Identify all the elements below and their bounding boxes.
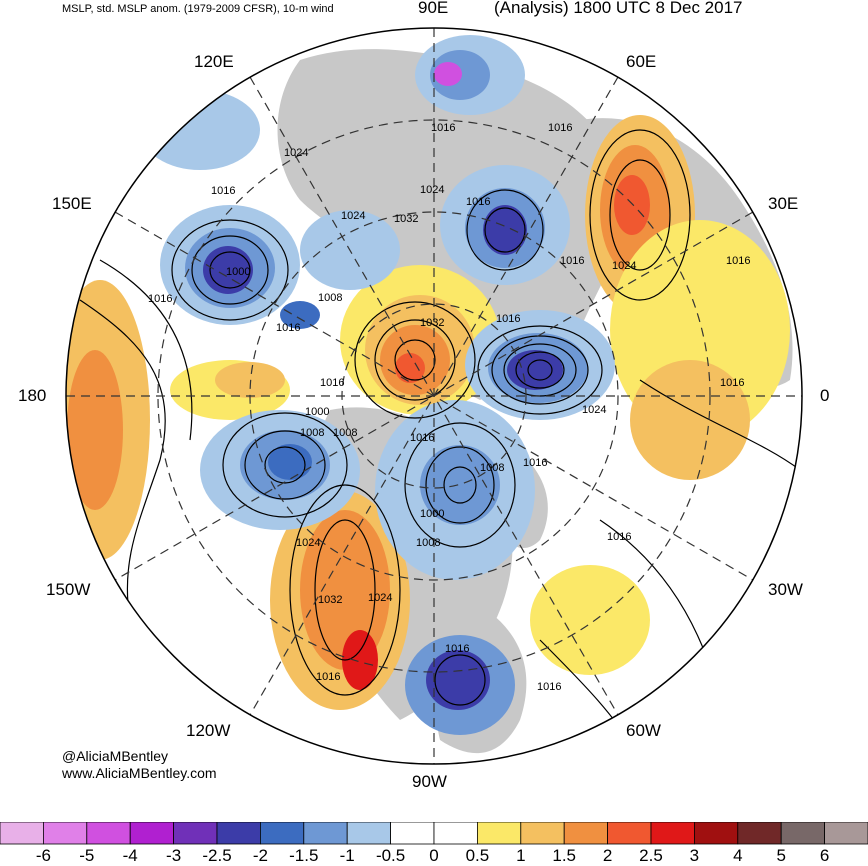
isobar-label: 1016	[466, 196, 490, 208]
lon-label-180: 180	[18, 386, 47, 405]
isobar-label: 1008	[333, 427, 357, 439]
anomaly-shading	[66, 35, 790, 735]
colorbar-tick-label: -6	[35, 846, 51, 865]
isobar-label: 1016	[445, 643, 469, 655]
isobar-label: 1032	[318, 594, 342, 606]
isobar-label: 1000	[420, 508, 444, 520]
isobar-label: 1016	[720, 377, 744, 389]
isobar-label: 1024	[296, 537, 320, 549]
isobar-label: 1008	[300, 427, 324, 439]
lon-label-90e: 90E	[418, 0, 449, 17]
isobar-label: 1032	[394, 213, 418, 225]
colorbar-tick-label: -2	[252, 846, 268, 865]
lon-label-60w: 60W	[626, 721, 661, 740]
credit-site: www.AliciaMBentley.com	[62, 765, 217, 781]
isobar-label: 1000	[305, 406, 329, 418]
colorbar-tick-label: -5	[79, 846, 95, 865]
colorbar-bin	[216, 822, 261, 845]
isobar-label: 1016	[726, 255, 750, 267]
colorbar-tick-label: 2	[602, 846, 613, 865]
lon-label-30e: 30E	[768, 194, 799, 213]
colorbar-bin	[780, 822, 826, 845]
isobar-label: 1016	[548, 122, 572, 134]
colorbar-tick-label: 4	[733, 846, 743, 865]
isobar-label: 1016	[496, 313, 520, 325]
map-boundary	[65, 27, 803, 765]
colorbar-bin	[476, 822, 522, 845]
colorbar-bin	[650, 822, 695, 845]
isobar-label: 1016	[537, 681, 561, 693]
colorbar-tick-label: 1.5	[552, 846, 577, 865]
colorbar-tick-label: -2.5	[202, 846, 232, 865]
lon-label-120w: 120W	[186, 721, 231, 740]
colorbar-tick-label: -1.5	[289, 846, 319, 865]
lon-label-0: 0	[820, 386, 830, 405]
colorbar-tick-label: 6	[819, 846, 830, 865]
lon-label-60e: 60E	[626, 52, 657, 71]
colorbar-tick-label: -1	[339, 846, 355, 865]
colorbar-tick-label: -4	[122, 846, 138, 865]
isobar-labels: 1016 1016 1024 1016 1024 1032 1016 1024 1016 1000…	[148, 122, 750, 693]
isobar-label: 1024	[284, 147, 308, 159]
isobar-label: 1016	[523, 457, 547, 469]
colorbar-bin	[824, 822, 868, 845]
lon-label-30w: 30W	[768, 580, 803, 599]
colorbar-tick-label: 0	[429, 846, 439, 865]
colorbar-bin	[520, 822, 565, 845]
colorbar-bin	[86, 822, 131, 845]
colorbar-bin	[129, 822, 174, 845]
lon-label-120e: 120E	[194, 52, 234, 71]
isobar-label: 1008	[416, 537, 440, 549]
colorbar-tick-label: 1	[516, 846, 526, 865]
colorbar-tick-label: 2.5	[639, 846, 663, 865]
lon-label-150e: 150E	[52, 194, 92, 213]
credit-handle: @AliciaMBentley	[62, 748, 169, 764]
colorbar-bin	[563, 822, 609, 845]
isobars	[79, 129, 801, 761]
isobar-label: 1008	[318, 292, 342, 304]
colorbar-bin	[694, 822, 739, 845]
colorbar-tick-label: 0.5	[465, 846, 490, 865]
colorbar-tick-label: 3	[689, 846, 700, 865]
isobar-label: 1016	[276, 322, 300, 334]
colorbar-bin	[303, 822, 348, 845]
colorbar-bin	[43, 822, 88, 845]
isobar-label: 1024	[341, 210, 365, 222]
colorbar-bin	[259, 822, 305, 845]
isobar-label: 1024	[420, 184, 444, 196]
isobar-label: 1016	[431, 122, 455, 134]
isobar-label: 1016	[607, 531, 631, 543]
isobar-label: 1016	[211, 185, 235, 197]
isobar-label: 1016	[148, 293, 172, 305]
isobar-label: 1024	[368, 592, 392, 604]
isobar-label: 1016	[560, 255, 584, 267]
colorbar-bin	[737, 822, 782, 845]
valid-time: (Analysis) 1800 UTC 8 Dec 2017	[494, 0, 743, 17]
colorbar-bin	[173, 822, 218, 845]
colorbar-tick-label: -0.5	[375, 846, 406, 865]
lon-label-90w: 90W	[412, 772, 447, 791]
isobar-label: 1024	[582, 404, 606, 416]
isobar-label: 1000	[226, 266, 250, 278]
product-title: MSLP, std. MSLP anom. (1979-2009 CFSR), …	[62, 3, 334, 15]
colorbar-tick-label: -3	[166, 846, 182, 865]
colorbar-bin	[433, 822, 478, 845]
colorbar-bin	[346, 822, 392, 845]
colorbar-bin	[607, 822, 652, 845]
lon-label-150w: 150W	[46, 580, 91, 599]
colorbar-bin	[0, 822, 44, 845]
isobar-label: 1024	[612, 260, 636, 272]
colorbar-tick-label: 5	[776, 846, 786, 865]
isobar-label: 1032	[420, 317, 444, 329]
isobar-label: 1016	[320, 377, 344, 389]
isobar-label: 1008	[480, 462, 504, 474]
graticule	[66, 28, 802, 764]
isobar-label: 1016	[316, 671, 340, 683]
isobar-label: 1016	[410, 432, 434, 444]
colorbar-bin	[390, 822, 435, 845]
colorbar	[0, 822, 868, 845]
